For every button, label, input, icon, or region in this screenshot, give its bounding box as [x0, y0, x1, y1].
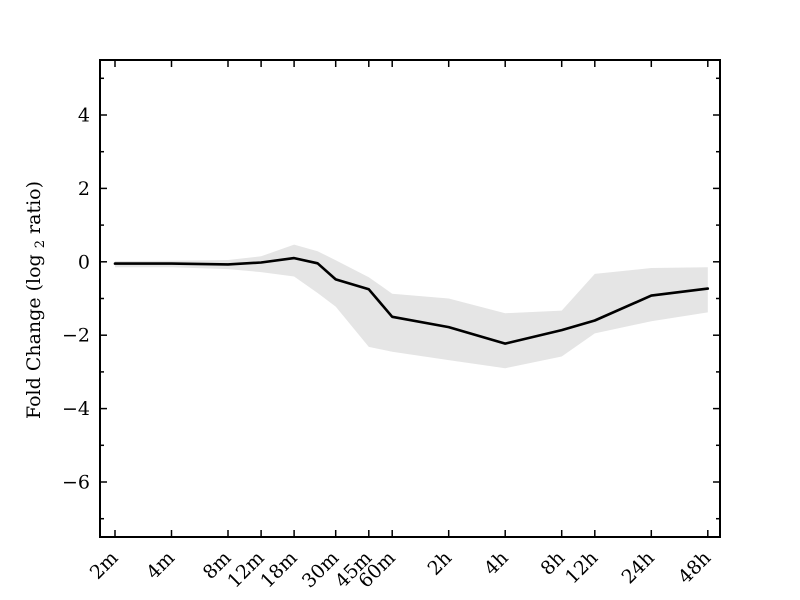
x-tick-label: 30m — [298, 547, 343, 592]
x-tick-label: 24h — [618, 547, 659, 588]
y-tick-label: 2 — [78, 178, 90, 200]
x-tick-label: 4h — [480, 547, 513, 580]
y-tick-label: −4 — [62, 398, 90, 420]
y-axis-label-subscript: 2 — [33, 240, 48, 248]
y-tick-label: 0 — [78, 251, 90, 273]
y-tick-label: −6 — [62, 472, 90, 494]
x-tick-label: 48h — [674, 547, 715, 588]
x-tick-label: 12h — [561, 547, 602, 588]
series-line — [113, 256, 710, 345]
axis-ticks — [100, 60, 720, 537]
x-tick-label: 2h — [423, 547, 456, 580]
y-axis-label-prefix: Fold Change (log — [23, 254, 45, 419]
confidence-band — [115, 244, 708, 369]
x-tick-label: 12m — [223, 547, 268, 592]
y-tick-label: 4 — [78, 105, 90, 127]
y-axis-label: Fold Change (log 2 ratio) — [23, 181, 49, 419]
y-tick-label: −2 — [62, 325, 90, 347]
y-axis-tick-labels: 4 2 0 −2 −4 −6 — [62, 105, 90, 494]
x-tick-label: 4m — [142, 547, 179, 584]
x-tick-label: 18m — [256, 547, 301, 592]
y-axis-label-suffix: ratio) — [23, 181, 45, 234]
x-tick-label: 2m — [86, 547, 123, 584]
